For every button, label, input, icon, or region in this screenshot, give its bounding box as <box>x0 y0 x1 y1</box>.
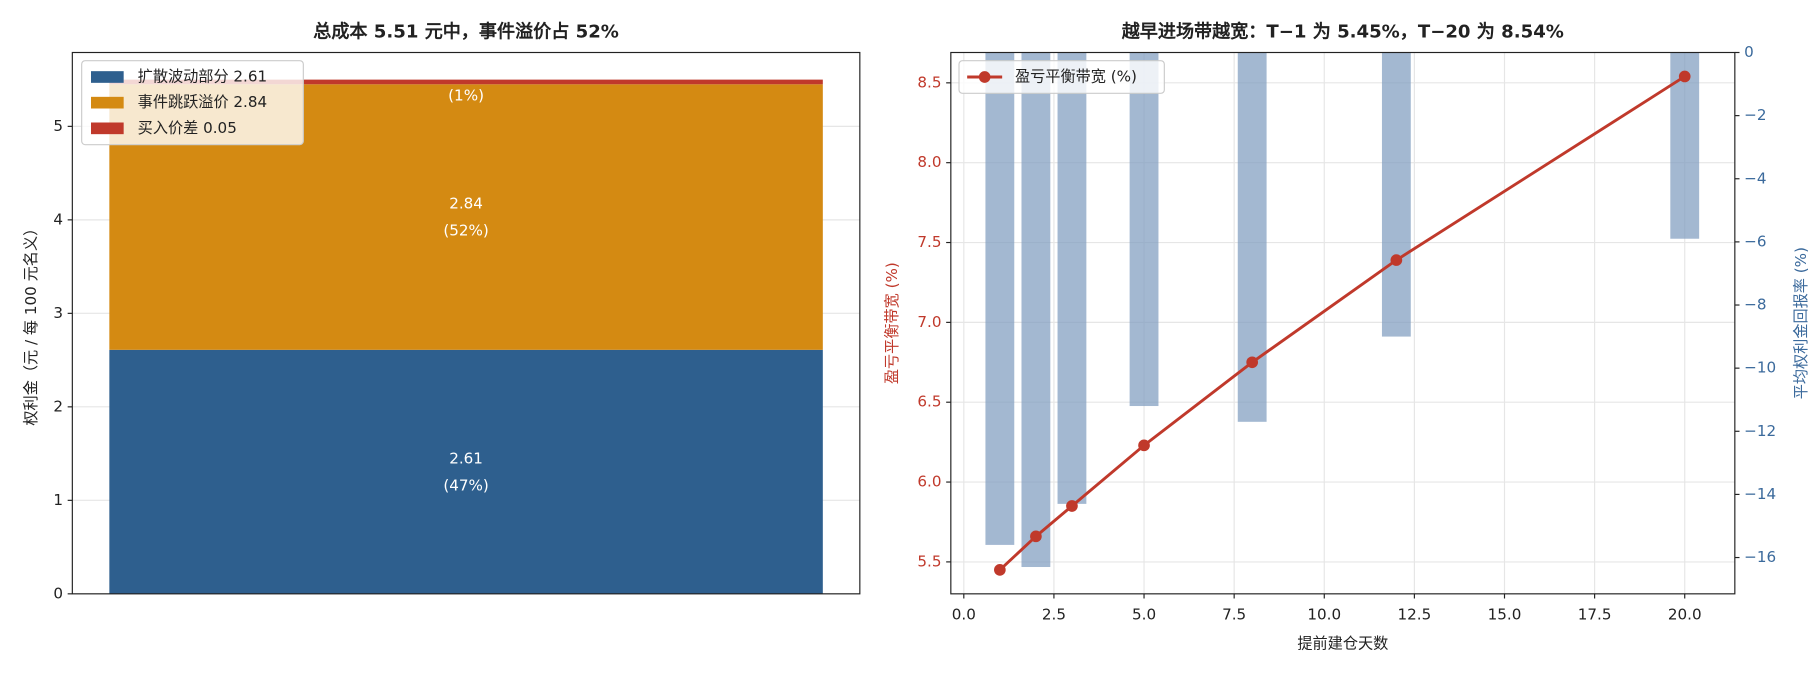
y2-tick-label: −12 <box>1744 422 1776 440</box>
y-tick-label: 3 <box>53 304 63 322</box>
y-tick-label: 0 <box>53 584 63 602</box>
y-tick-label: 1 <box>53 491 63 509</box>
y2-tick-label: −2 <box>1744 106 1766 124</box>
legend-label: 事件跳跃溢价 2.84 <box>138 93 268 111</box>
y2-tick-label: 0 <box>1744 43 1754 61</box>
x-tick-label: 5.0 <box>1132 605 1156 623</box>
y2-tick-label: −6 <box>1744 232 1766 250</box>
legend-label: 扩散波动部分 2.61 <box>138 68 268 86</box>
y-tick-label: 8.0 <box>917 153 941 171</box>
point <box>1138 439 1150 452</box>
legend-box <box>958 60 1165 94</box>
point <box>1246 356 1259 369</box>
y-axis-label: 盈亏平衡带宽 (%) <box>883 262 901 384</box>
x-tick-label: 2.5 <box>1042 605 1066 623</box>
point <box>1678 70 1691 83</box>
plot-frame <box>950 51 1736 595</box>
legend-label: 盈亏平衡带宽 (%) <box>1015 68 1137 86</box>
chart-title: 越早进场带越宽：T−1 为 5.45%，T−20 为 8.54% <box>1121 21 1564 43</box>
x-tick-label: 10.0 <box>1307 605 1341 623</box>
line <box>998 75 1686 571</box>
x-tick-label: 12.5 <box>1398 605 1432 623</box>
point <box>1066 500 1078 512</box>
x-tick-label: 20.0 <box>1668 605 1702 623</box>
x-axis-label: 提前建仓天数 <box>1297 635 1388 653</box>
bar <box>1057 52 1087 504</box>
y2-tick-label: −4 <box>1744 169 1766 187</box>
point <box>994 564 1006 576</box>
share-label: (52%) <box>443 222 489 240</box>
value-label: 2.84 <box>449 195 483 213</box>
y-axis-label: 权利金（元 / 每 100 元名义） <box>22 221 40 426</box>
legend-swatch <box>91 96 124 109</box>
bar-segment <box>109 79 823 85</box>
legend-label: 买入价差 0.05 <box>138 119 237 137</box>
y-tick-label: 7.0 <box>917 313 941 331</box>
bar <box>985 52 1015 545</box>
plot-frame <box>71 51 861 595</box>
bar-segment <box>109 349 823 594</box>
legend-marker <box>978 71 991 83</box>
y-tick-label: 5.5 <box>917 552 941 570</box>
y-tick-label: 5 <box>53 117 63 135</box>
y-tick-label: 7.5 <box>917 233 941 251</box>
y-tick-label: 4 <box>53 210 63 228</box>
bar <box>1381 52 1411 337</box>
point <box>1030 530 1042 543</box>
legend-swatch <box>91 122 124 135</box>
y-tick-label: 2 <box>53 397 63 415</box>
value-label: 2.61 <box>449 449 483 467</box>
y2-tick-label: −8 <box>1744 296 1766 314</box>
bar <box>1021 52 1051 568</box>
chart-title: 总成本 5.51 元中，事件溢价占 52% <box>313 21 619 43</box>
y2-axis-label: 平均权利金回报率 (%) <box>1792 247 1810 399</box>
x-tick-label: 15.0 <box>1488 605 1522 623</box>
legend-box <box>81 60 304 146</box>
y2-tick-label: −14 <box>1744 485 1776 503</box>
bar <box>1129 52 1159 407</box>
x-tick-label: 7.5 <box>1222 605 1246 623</box>
x-tick-label: 17.5 <box>1578 605 1612 623</box>
share-label: (1%) <box>448 86 484 104</box>
y2-tick-label: −16 <box>1744 548 1776 566</box>
y2-tick-label: −10 <box>1744 359 1776 377</box>
legend-swatch <box>91 71 124 83</box>
point <box>1390 254 1403 266</box>
x-tick-label: 0.0 <box>952 605 976 623</box>
y-tick-label: 6.5 <box>917 393 941 411</box>
y-tick-label: 8.5 <box>917 73 941 91</box>
share-label: (47%) <box>443 476 489 494</box>
y-tick-label: 6.0 <box>917 473 941 491</box>
